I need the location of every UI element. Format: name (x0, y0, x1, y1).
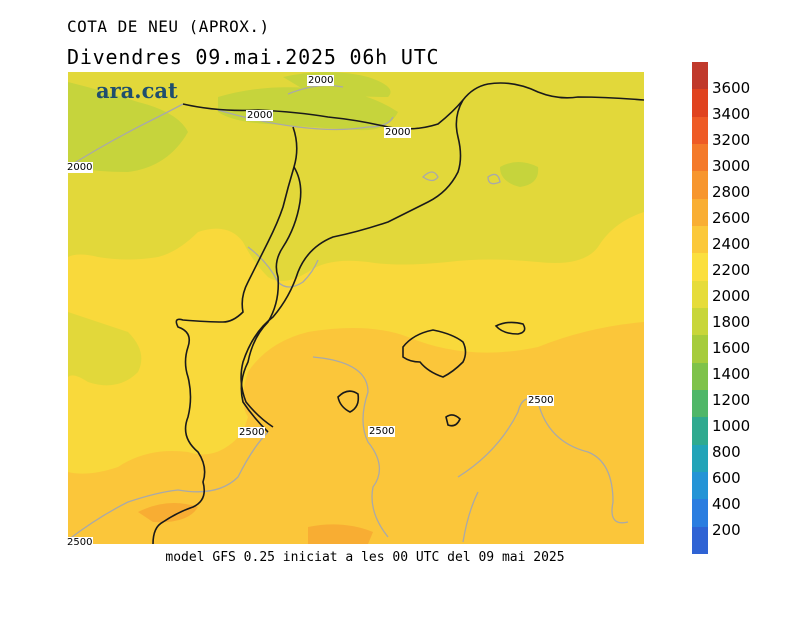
colorbar-tick-label: 1000 (712, 417, 751, 435)
contour-2500 (462, 491, 479, 543)
contour-label: 2500 (66, 537, 94, 548)
colorbar-tick-label: 3200 (712, 131, 751, 149)
colorbar-tick-label: 1600 (712, 339, 751, 357)
colorbar-tick-label: 3400 (712, 105, 751, 123)
colorbar-tick-label: 400 (712, 495, 741, 513)
contour-2000 (287, 84, 344, 95)
colorbar-tick-label: 200 (712, 521, 741, 539)
model-footer: model GFS 0.25 iniciat a les 00 UTC del … (165, 550, 565, 565)
colorbar-tick-label: 600 (712, 469, 741, 487)
band-2600-patch (308, 524, 373, 544)
band-2000-patch (68, 312, 142, 386)
chart-title: COTA DE NEU (APROX.) (67, 17, 270, 36)
colorbar-segment (692, 198, 708, 226)
pyrenees-border (182, 82, 644, 130)
ibiza-outline (337, 390, 360, 413)
colorbar-segment (692, 471, 708, 500)
colorbar-tick-label: 2400 (712, 235, 751, 253)
colorbar-tick-label: 2200 (712, 261, 751, 279)
contour-label: 2500 (527, 395, 555, 406)
colorbar-segment (692, 143, 708, 172)
brand-logo: ara.cat (96, 78, 178, 103)
contour-border (247, 246, 319, 288)
colorbar-segment (692, 499, 708, 527)
contour-2500 (68, 431, 269, 541)
colorbar-tick-label: 1800 (712, 313, 751, 331)
coastlines (152, 82, 644, 544)
colorbar (692, 62, 708, 554)
colorbar-tick-label: 3000 (712, 157, 751, 175)
colorbar-segment (692, 253, 708, 281)
colorbar-tick-label: 2000 (712, 287, 751, 305)
colorbar-tick-label: 1400 (712, 365, 751, 383)
contour-2000 (68, 103, 184, 168)
chart-subtitle: Divendres 09.mai.2025 06h UTC (67, 45, 440, 69)
colorbar-tick-label: 2800 (712, 183, 751, 201)
contour-label: 2500 (238, 427, 266, 438)
colorbar-segment (692, 417, 708, 445)
menorca-outline (494, 321, 526, 335)
colorbar-segment (692, 389, 708, 418)
spain-border (152, 126, 298, 544)
contour-label: 2500 (368, 426, 396, 437)
colorbar-segment (692, 280, 708, 308)
colorbar-segment (692, 526, 708, 554)
colorbar-tick-label: 3600 (712, 79, 751, 97)
formentera-outline (445, 414, 461, 427)
colorbar-segment (692, 89, 708, 117)
colorbar-segment (692, 171, 708, 199)
contour-label: 2000 (384, 127, 412, 138)
colorbar-segment (692, 307, 708, 336)
colorbar-segment (692, 116, 708, 144)
colorbar-segment (692, 335, 708, 363)
contour-label: 2000 (307, 75, 335, 86)
band-2000 (68, 72, 644, 281)
contour-label: 2000 (246, 110, 274, 121)
mallorca-outline (402, 329, 467, 378)
colorbar-tick-label: 2600 (712, 209, 751, 227)
region-border (240, 166, 302, 433)
contour-label: 2000 (66, 162, 94, 173)
map-canvas (68, 72, 644, 544)
band-2600-patch (138, 503, 198, 523)
colorbar-segment (692, 225, 708, 254)
forecast-map: ara.cat 2000 2000 2000 2000 2500 2500 25… (66, 72, 644, 548)
catalan-coast (240, 99, 464, 428)
contour-2000 (487, 173, 501, 185)
contour-2500 (312, 356, 389, 538)
colorbar-segment (692, 362, 708, 390)
colorbar-segment (692, 444, 708, 472)
contour-2500 (457, 398, 629, 524)
colorbar-segment (692, 62, 708, 90)
contour-2000 (421, 171, 439, 182)
contour-lines (68, 84, 629, 543)
colorbar-tick-label: 1200 (712, 391, 751, 409)
colorbar-tick-label: 800 (712, 443, 741, 461)
band-1800-patch (500, 162, 539, 187)
